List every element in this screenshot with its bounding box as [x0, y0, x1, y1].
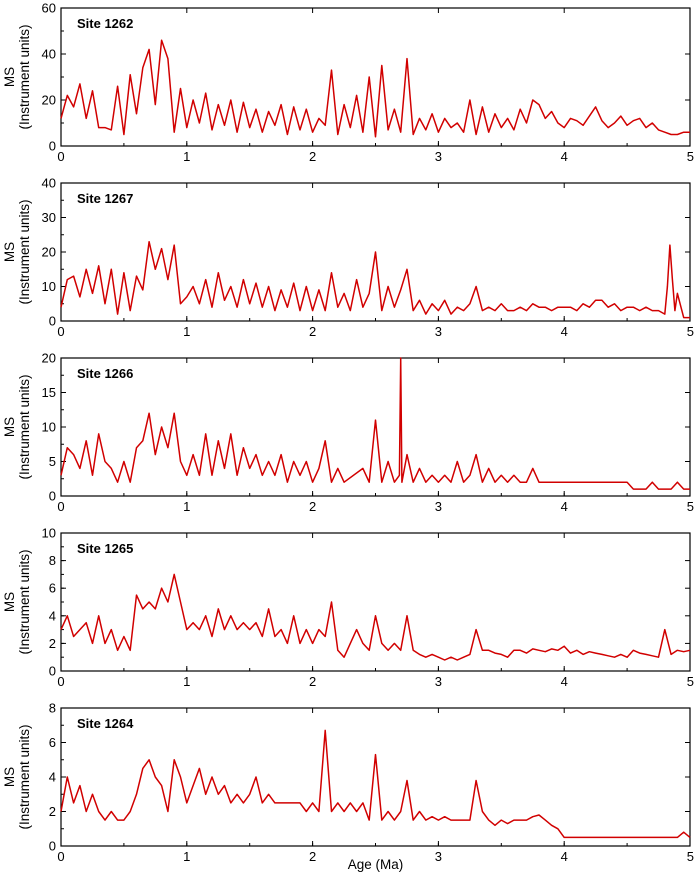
y-tick-label: 5: [49, 454, 56, 469]
y-tick-label: 4: [49, 770, 56, 785]
x-tick-label: 0: [57, 849, 64, 864]
y-axis-label-line2: (Instrument units): [17, 549, 32, 654]
y-tick-label: 10: [42, 526, 56, 541]
y-axis-label-line1: MS: [2, 592, 17, 612]
y-tick-label: 30: [42, 210, 56, 225]
y-tick-label: 4: [49, 608, 56, 623]
x-tick-label: 2: [309, 674, 316, 689]
y-axis-label: MS(Instrument units): [2, 199, 32, 304]
x-tick-label: 0: [57, 499, 64, 514]
y-axis-label: MS(Instrument units): [2, 724, 32, 829]
x-tick-label: 4: [561, 324, 568, 339]
x-tick-label: 2: [309, 149, 316, 164]
x-tick-label: 1: [183, 499, 190, 514]
x-tick-label: 4: [561, 674, 568, 689]
y-axis-label-line1: MS: [2, 242, 17, 262]
x-tick-label: 3: [435, 324, 442, 339]
y-tick-label: 6: [49, 735, 56, 750]
y-tick-label: 0: [49, 489, 56, 504]
x-tick-label: 4: [561, 499, 568, 514]
y-tick-label: 20: [42, 93, 56, 108]
y-tick-label: 0: [49, 314, 56, 329]
y-axis-label: MS(Instrument units): [2, 549, 32, 654]
y-axis-label-line2: (Instrument units): [17, 374, 32, 479]
y-axis-label-line2: (Instrument units): [17, 199, 32, 304]
x-tick-label: 3: [435, 149, 442, 164]
y-tick-label: 60: [42, 1, 56, 16]
x-tick-label: 2: [309, 499, 316, 514]
y-tick-label: 8: [49, 701, 56, 716]
panel-4: 0 2 4 6 8 10 0 1 2 3 4 5 Site 1265 MS(Instrument unit…: [2, 526, 694, 690]
x-tick-label: 1: [183, 849, 190, 864]
y-tick-label: 6: [49, 581, 56, 596]
y-axis-label-line1: MS: [2, 417, 17, 437]
x-tick-label: 0: [57, 674, 64, 689]
panel-5: 0 2 4 6 8 0 1 2 3 4 5 Site 1264 MS(Instrument units)…: [2, 701, 694, 873]
plot-frame: [60, 7, 691, 147]
y-axis-label-line1: MS: [2, 67, 17, 87]
plot-frame: [60, 532, 691, 672]
x-axis-label: Age (Ma): [348, 857, 404, 872]
series-line: [60, 39, 690, 138]
y-axis-label: MS(Instrument units): [2, 374, 32, 479]
series-line: [60, 729, 691, 839]
y-tick-label: 0: [49, 839, 56, 854]
y-axis-label-line1: MS: [2, 767, 17, 787]
y-tick-label: 40: [42, 47, 56, 62]
y-tick-label: 0: [49, 664, 56, 679]
y-axis-label: MS(Instrument units): [2, 24, 32, 129]
x-tick-label: 3: [435, 849, 442, 864]
y-tick-label: 2: [49, 804, 56, 819]
x-tick-label: 1: [183, 674, 190, 689]
series-line: [60, 573, 691, 661]
x-tick-label: 5: [687, 499, 694, 514]
y-axis-label-line2: (Instrument units): [17, 24, 32, 129]
x-tick-label: 4: [561, 849, 568, 864]
x-tick-label: 3: [435, 674, 442, 689]
x-tick-label: 1: [183, 149, 190, 164]
series-line: [60, 240, 690, 319]
x-tick-label: 2: [309, 849, 316, 864]
x-tick-label: 0: [57, 149, 64, 164]
panel-title: Site 1262: [77, 16, 133, 31]
panel-2: 0 10 20 30 40 0 1 2 3 4 5 Site 1267 MS(Instrument un…: [2, 176, 694, 340]
x-tick-label: 5: [687, 149, 694, 164]
y-tick-label: 20: [42, 245, 56, 260]
x-tick-label: 5: [687, 674, 694, 689]
x-tick-label: 5: [687, 324, 694, 339]
y-axis-label-line2: (Instrument units): [17, 724, 32, 829]
panel-3: 0 5 10 15 20 0 1 2 3 4 5 Site 1266 MS(Instrument uni…: [2, 351, 694, 515]
y-tick-label: 8: [49, 553, 56, 568]
y-tick-label: 10: [42, 420, 56, 435]
y-tick-label: 20: [42, 351, 56, 366]
y-tick-label: 0: [49, 139, 56, 154]
x-tick-label: 5: [687, 849, 694, 864]
y-tick-label: 15: [42, 385, 56, 400]
series-line: [60, 357, 690, 490]
panel-title: Site 1265: [77, 541, 133, 556]
x-tick-label: 1: [183, 324, 190, 339]
x-tick-label: 3: [435, 499, 442, 514]
y-tick-label: 10: [42, 279, 56, 294]
x-tick-label: 4: [561, 149, 568, 164]
x-tick-label: 2: [309, 324, 316, 339]
panel-title: Site 1267: [77, 191, 133, 206]
x-tick-label: 0: [57, 324, 64, 339]
panel-1: 0 20 40 60 0 1 2 3 4 5 Site 1262 MS(Instrument unit…: [2, 1, 694, 165]
y-tick-label: 2: [49, 636, 56, 651]
panel-title: Site 1264: [77, 716, 134, 731]
panel-title: Site 1266: [77, 366, 133, 381]
y-tick-label: 40: [42, 176, 56, 191]
